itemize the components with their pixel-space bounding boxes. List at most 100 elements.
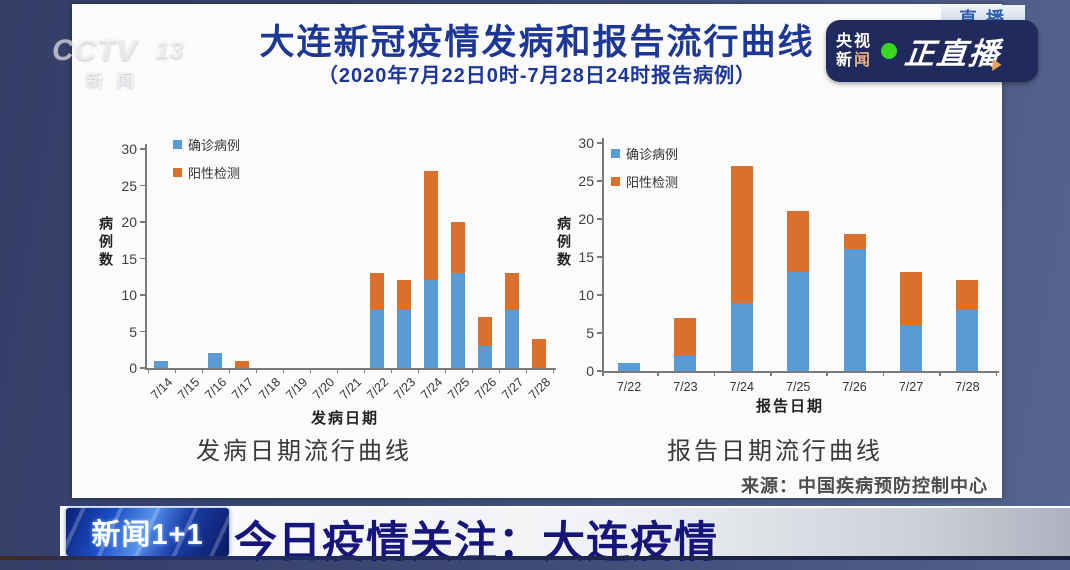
x-tick	[770, 371, 772, 376]
x-tick-label: 7/24	[729, 380, 754, 394]
x-tick-label: 7/26	[842, 380, 867, 394]
onset-x-axis-title: 发病日期	[310, 411, 380, 427]
y-tick-label: 30	[578, 135, 594, 151]
bar-segment	[505, 309, 519, 368]
cctv-news-live-badge: 央视 新闻 正直播	[826, 20, 1038, 82]
channel-name: 新闻	[86, 71, 148, 90]
panel-title: 大连新冠疫情发病和报告流行曲线	[259, 23, 815, 62]
legend-label: 阳性检测	[188, 166, 241, 181]
y-tick	[597, 370, 602, 372]
bar-segment	[154, 360, 168, 368]
bar-segment	[787, 272, 810, 371]
x-tick	[147, 368, 149, 373]
y-tick-label: 25	[121, 177, 137, 194]
bar-segment	[730, 165, 753, 303]
bar-segment	[370, 273, 384, 310]
x-tick	[552, 368, 554, 373]
bar-segment	[424, 170, 438, 281]
y-tick	[140, 257, 145, 260]
x-tick-label: 7/28	[955, 380, 980, 394]
x-tick-label: 7/23	[673, 380, 698, 394]
y-tick	[140, 148, 145, 150]
onset-chart-caption: 发病日期流行曲线	[196, 439, 412, 465]
report-chart-caption: 报告日期流行曲线	[667, 439, 883, 465]
legend-swatch	[173, 168, 182, 177]
x-tick	[417, 368, 419, 373]
y-tick-label: 25	[578, 173, 594, 189]
x-axis	[602, 371, 999, 373]
y-tick-label: 30	[121, 141, 137, 157]
data-source: 来源：中国疾病预防控制中心	[741, 476, 988, 496]
y-tick	[597, 180, 602, 182]
legend: 确诊病例 阳性检测	[173, 135, 240, 191]
y-tick	[140, 294, 145, 296]
y-tick-label: 0	[586, 363, 594, 379]
legend-item: 阳性检测	[173, 163, 240, 182]
y-tick-label: 10	[578, 287, 594, 303]
bar-segment	[730, 302, 753, 371]
bar-segment	[397, 309, 411, 368]
x-tick	[657, 371, 659, 376]
y-axis	[145, 144, 147, 368]
legend-item: 确诊病例	[611, 144, 678, 163]
live-label: 正直播	[902, 38, 1003, 71]
legend-label: 确诊病例	[626, 147, 679, 162]
x-tick-label: 7/22	[616, 380, 642, 394]
x-tick	[228, 368, 230, 373]
bottom-strip	[0, 556, 1070, 560]
legend-label: 确诊病例	[188, 138, 241, 153]
bar-segment	[208, 353, 222, 368]
bar-segment	[478, 346, 492, 368]
live-dot-icon	[881, 43, 898, 59]
y-tick-label: 5	[586, 325, 594, 341]
chart-onset-curve: 0 5 10 15 20 25 30 7/14 7/15 7/16 7/17 7/18 7/19 7/20…	[72, 4, 1002, 498]
chart-report-curve: 0 5 10 15 20 25 30 7/22 7/23 7/24 7/25 7/26 7/27 7/28…	[72, 4, 1002, 498]
y-tick	[597, 294, 602, 296]
bar-segment	[956, 310, 979, 371]
y-tick-label: 15	[121, 250, 137, 267]
bar-segment	[451, 222, 465, 274]
legend-swatch	[611, 149, 620, 158]
y-tick-label: 5	[129, 323, 137, 340]
legend-item: 确诊病例	[173, 135, 240, 154]
news-headline: 今日疫情关注：大连疫情	[234, 519, 718, 567]
bar-segment	[956, 279, 979, 311]
bar-segment	[478, 316, 492, 347]
x-tick-label: 7/25	[786, 380, 811, 394]
brand-top: 央视	[836, 32, 873, 50]
bar-segment	[900, 272, 922, 326]
y-tick	[140, 367, 145, 369]
y-tick-label: 20	[121, 214, 137, 230]
bar-segment	[674, 355, 697, 371]
play-triangle-icon	[991, 59, 1003, 71]
bar-segment	[235, 360, 249, 368]
y-tick-label: 20	[578, 211, 594, 227]
x-tick	[882, 371, 885, 376]
bar-segment	[787, 211, 810, 273]
x-tick	[336, 368, 338, 373]
bar-segment	[397, 280, 411, 310]
legend-swatch	[173, 140, 182, 149]
x-tick	[363, 368, 365, 373]
y-tick-label: 15	[578, 249, 594, 265]
report-y-axis-title: 病例数	[556, 216, 572, 270]
report-x-axis-title: 报告日期	[755, 399, 825, 415]
legend: 确诊病例 阳性检测	[611, 144, 678, 200]
y-tick	[140, 330, 145, 333]
y-tick	[140, 184, 145, 187]
onset-y-axis-title: 病例数	[98, 216, 114, 270]
x-tick	[602, 371, 604, 376]
x-tick	[995, 371, 998, 376]
y-tick	[597, 256, 602, 258]
channel-watermark: CCTV 13 新闻	[52, 36, 195, 90]
y-tick-label: 10	[121, 287, 137, 303]
x-tick	[282, 368, 284, 373]
chart-panel: 大连新冠疫情发病和报告流行曲线 （2020年7月22日0时-7月28日24时报告…	[72, 4, 1002, 498]
bar-segment	[424, 280, 438, 368]
x-tick	[201, 368, 203, 373]
x-axis	[145, 368, 556, 370]
program-logo: 新闻1+1	[66, 508, 229, 556]
x-tick	[255, 368, 257, 373]
legend-label: 阳性检测	[626, 175, 679, 190]
y-tick	[597, 142, 602, 144]
